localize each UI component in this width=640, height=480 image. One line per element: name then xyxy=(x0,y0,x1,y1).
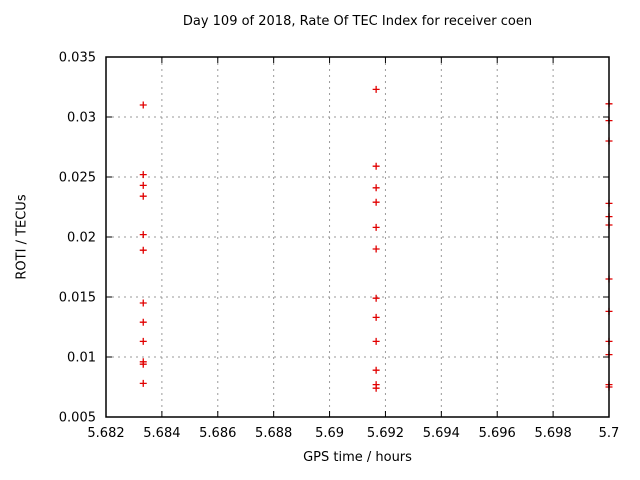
data-point-marker xyxy=(372,184,380,192)
data-point-marker xyxy=(139,379,147,387)
data-point-marker xyxy=(139,181,147,189)
data-point-marker xyxy=(372,85,380,93)
data-point-marker xyxy=(372,384,380,392)
data-point-marker xyxy=(372,313,380,321)
data-point-marker xyxy=(372,294,380,302)
data-point-marker xyxy=(139,299,147,307)
x-tick-label: 5.69 xyxy=(315,426,344,441)
y-tick-label: 0.03 xyxy=(67,111,96,126)
data-point-marker xyxy=(372,198,380,206)
x-tick-label: 5.686 xyxy=(199,426,236,441)
data-point-marker xyxy=(372,366,380,374)
data-point-marker xyxy=(372,162,380,170)
data-point-marker xyxy=(139,318,147,326)
y-tick-label: 0.01 xyxy=(67,351,96,366)
y-tick-label: 0.005 xyxy=(59,411,96,426)
x-tick-label: 5.696 xyxy=(479,426,516,441)
y-tick-label: 0.025 xyxy=(59,171,96,186)
chart-title: Day 109 of 2018, Rate Of TEC Index for r… xyxy=(182,14,533,29)
x-tick-label: 5.7 xyxy=(599,426,620,441)
y-tick-label: 0.035 xyxy=(59,51,96,66)
y-axis-label-text: ROTI / TECUs xyxy=(14,194,30,280)
data-point-marker xyxy=(139,192,147,200)
data-point-marker xyxy=(139,337,147,345)
data-point-marker xyxy=(139,171,147,179)
x-tick-label: 5.692 xyxy=(367,426,404,441)
x-tick-label: 5.684 xyxy=(143,426,180,441)
x-tick-label: 5.688 xyxy=(255,426,292,441)
x-tick-label: 5.682 xyxy=(87,426,124,441)
x-tick-label: 5.694 xyxy=(423,426,460,441)
x-tick-label: 5.698 xyxy=(535,426,572,441)
data-point-marker xyxy=(372,337,380,345)
data-point-marker xyxy=(372,223,380,231)
data-point-marker xyxy=(139,101,147,109)
data-point-marker xyxy=(139,360,147,368)
y-tick-label: 0.015 xyxy=(59,291,96,306)
data-point-marker xyxy=(139,246,147,254)
y-tick-label: 0.02 xyxy=(67,231,96,246)
data-point-marker xyxy=(139,231,147,239)
x-axis-label: GPS time / hours xyxy=(303,450,412,465)
data-point-marker xyxy=(372,245,380,253)
